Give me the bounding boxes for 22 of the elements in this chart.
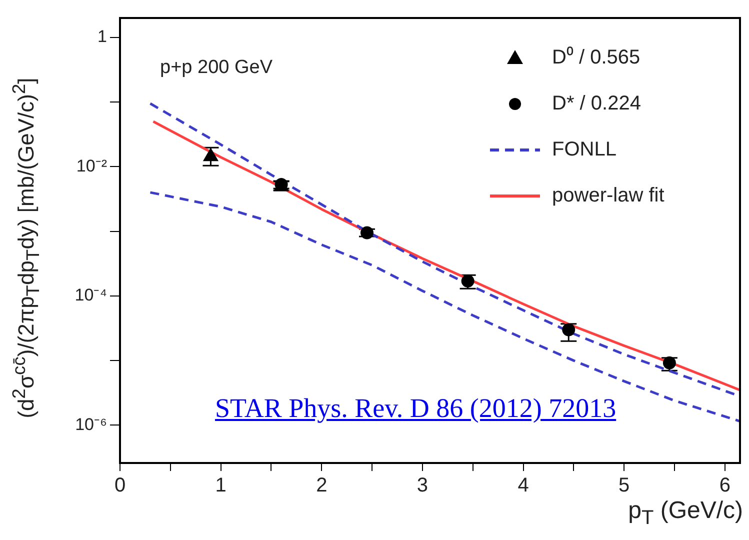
- point: [203, 148, 218, 162]
- point: [562, 323, 576, 336]
- x-tick-label: 0: [114, 474, 126, 497]
- legend-label: D⁰ / 0.565: [552, 46, 640, 69]
- x-tick-label: 2: [316, 474, 328, 497]
- x-axis-title: p$_{T}$ (GeV/c): [628, 497, 743, 530]
- point: [360, 226, 374, 240]
- legend-label: power-law fit: [552, 184, 665, 207]
- y-tick-label: 10⁻⁶: [75, 414, 107, 434]
- x-tick-label: 3: [416, 474, 428, 497]
- x-tick-label: 6: [719, 474, 730, 497]
- annotation: STAR Phys. Rev. D 86 (2012) 72013: [215, 393, 616, 424]
- x-tick-label: 1: [215, 474, 226, 497]
- annotation: p+p 200 GeV: [160, 57, 273, 78]
- y-tick-label: 1: [98, 27, 107, 46]
- point: [662, 356, 676, 370]
- legend-label: FONLL: [552, 138, 616, 161]
- y-tick-label: 10⁻⁴: [74, 286, 107, 305]
- y-tick-label: 10⁻²: [76, 156, 108, 176]
- legend-label: D* / 0.224: [552, 92, 641, 115]
- x-tick-label: 5: [618, 474, 630, 497]
- x-tick-label: 4: [518, 474, 529, 497]
